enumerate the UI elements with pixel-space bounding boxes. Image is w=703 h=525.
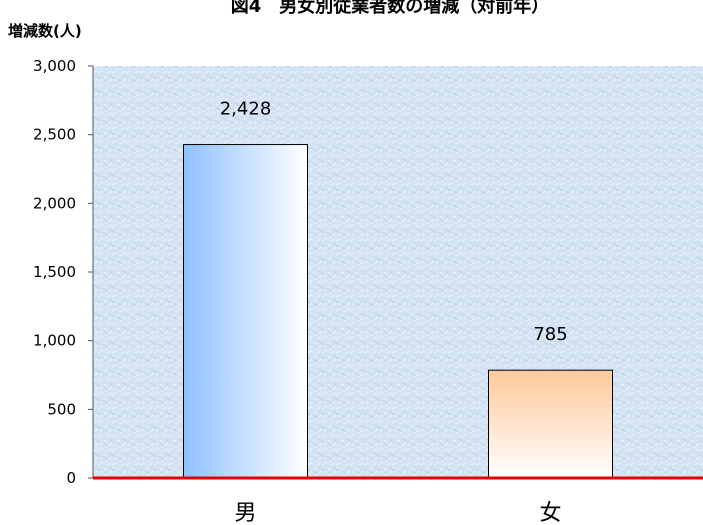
value-labels: 2,428 785 (220, 99, 568, 346)
y-tick-label: 1,000 (33, 332, 76, 350)
y-tick-label: 0 (66, 469, 76, 487)
y-tick-label: 3,000 (33, 57, 76, 75)
category-label-female: 女 (539, 501, 561, 525)
y-tick-label: 500 (47, 400, 76, 418)
data-label-male: 2,428 (220, 99, 272, 120)
x-axis-categories: 男女 (234, 501, 561, 525)
category-label-male: 男 (234, 501, 256, 525)
bar-male (183, 144, 308, 479)
y-axis-ticks: 0 500 1,000 1,500 2,000 2,500 3,000 (33, 57, 93, 487)
y-tick-label: 2,500 (33, 126, 76, 144)
chart-title: 図4 男女別従業者数の増減（対前年） (231, 0, 550, 17)
y-tick-label: 2,000 (33, 194, 76, 212)
bar-female (488, 369, 613, 479)
bars (183, 144, 613, 479)
data-label-female: 785 (533, 324, 567, 345)
y-tick-label: 1,500 (33, 263, 76, 281)
y-axis-label: 増減数(人) (8, 22, 82, 40)
